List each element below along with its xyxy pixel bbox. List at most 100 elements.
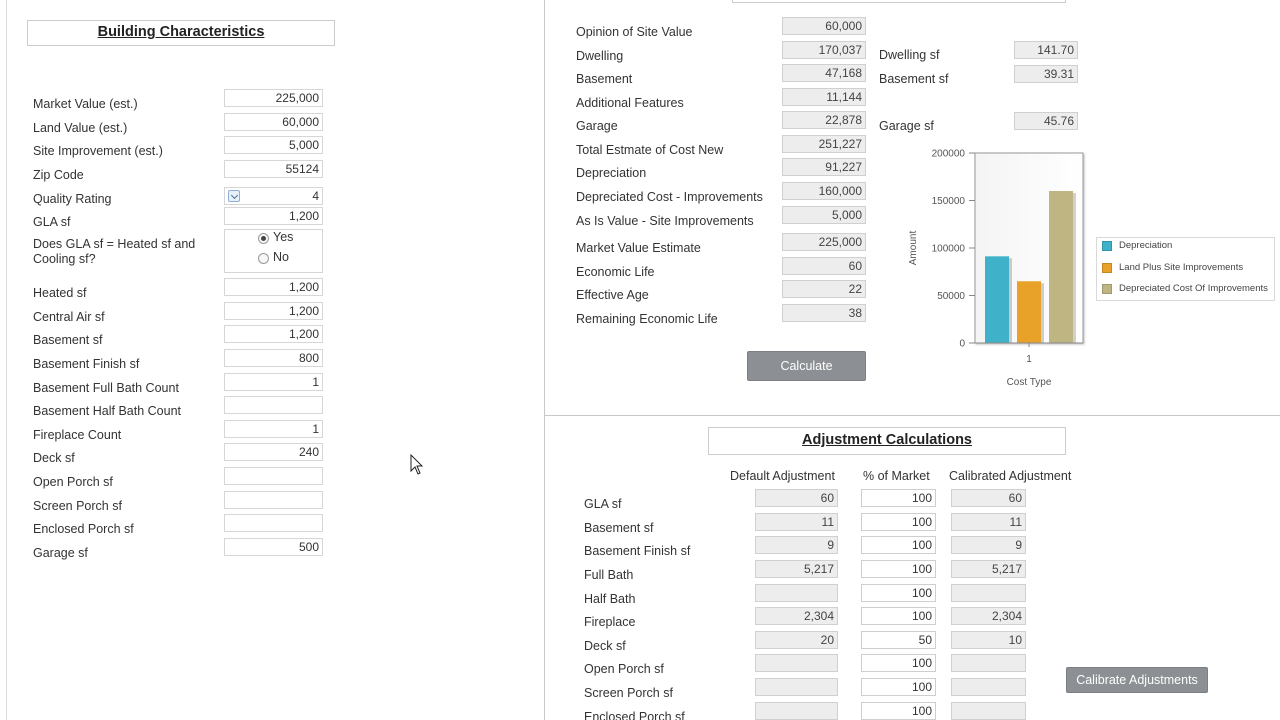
y-axis-label: Amount [908,231,919,266]
as-is-value-site-improvements-label: As Is Value - Site Improvements [576,214,754,228]
adj-open-porch-sf-pct-input[interactable]: 100 [861,654,936,672]
basement-half-bath-count-input[interactable] [224,396,323,414]
fireplace-count-label: Fireplace Count [33,428,122,442]
basement-sf-cost-label: Basement sf [879,72,949,86]
adj-basement-finish-sf-calibrated: 9 [951,536,1026,554]
adj-enclosed-porch-sf-label: Enclosed Porch sf [584,710,685,720]
as-is-value-site-improvements-value: 5,000 [782,206,866,224]
basement-sf-label: Basement sf [33,333,103,347]
depreciation-value: 91,227 [782,158,866,176]
radio-no[interactable] [258,253,269,264]
fireplace-count-input[interactable]: 1 [224,420,323,438]
screen-porch-sf-input[interactable] [224,491,323,509]
calibrate-adjustments-button[interactable]: Calibrate Adjustments [1066,667,1208,693]
market-value-est-input[interactable]: 225,000 [224,89,323,107]
legend-swatch-land-plus-site-improvements [1102,262,1112,273]
adj-deck-sf-label: Deck sf [584,639,626,653]
chart-legend [1096,237,1275,301]
opinion-of-site-value-value: 60,000 [782,17,866,35]
adj-basement-sf-default: 11 [755,513,838,531]
radio-yes-label: Yes [273,230,294,244]
dwelling-sf-cost-label: Dwelling sf [879,48,940,62]
adj-enclosed-porch-sf-default [755,702,838,720]
basement-finish-sf-label: Basement Finish sf [33,357,140,371]
adj-deck-sf-pct-input[interactable]: 50 [861,631,936,649]
radio-no-label: No [273,250,289,264]
bar-depreciated-cost-of-improvements [1049,191,1073,343]
radio-yes[interactable] [258,233,269,244]
depreciation-label: Depreciation [576,166,647,180]
enclosed-porch-sf-label: Enclosed Porch sf [33,522,134,536]
land-value-est-input[interactable]: 60,000 [224,113,323,131]
adj-full-bath-label: Full Bath [584,568,634,582]
chart-bars [985,191,1076,343]
adj-basement-finish-sf-label: Basement Finish sf [584,544,691,558]
legend-item-land-plus-site-improvements: Land Plus Site Improvements [1119,261,1244,273]
garage-sf-cost-label: Garage sf [879,119,934,133]
market-value-est-label: Market Value (est.) [33,97,138,111]
adj-fireplace-label: Fireplace [584,615,636,629]
adj-open-porch-sf-default [755,654,838,672]
adj-half-bath-label: Half Bath [584,592,636,606]
depreciated-cost-improvements-label: Depreciated Cost - Improvements [576,190,763,204]
adj-basement-sf-label: Basement sf [584,521,654,535]
depreciated-cost-improvements-value: 160,000 [782,182,866,200]
adj-screen-porch-sf-pct-input[interactable]: 100 [861,678,936,696]
basement-sf-cost-value: 39.31 [1014,65,1078,83]
adj-gla-sf-pct-input[interactable]: 100 [861,489,936,507]
effective-age-label: Effective Age [576,288,649,302]
adj-half-bath-pct-input[interactable]: 100 [861,584,936,602]
central-air-sf-label: Central Air sf [33,310,105,324]
basement-label: Basement [576,72,633,86]
opinion-of-site-value-label: Opinion of Site Value [576,25,693,39]
cost-section-title-stub [732,0,1066,3]
adj-basement-sf-pct-input[interactable]: 100 [861,513,936,531]
adj-basement-finish-sf-pct-input[interactable]: 100 [861,536,936,554]
enclosed-porch-sf-input[interactable] [224,514,323,532]
adj-full-bath-default: 5,217 [755,560,838,578]
additional-features-label: Additional Features [576,96,684,110]
screen-porch-sf-label: Screen Porch sf [33,499,122,513]
quality-rating-value: 4 [312,189,319,203]
adj-half-bath-calibrated [951,584,1026,602]
zip-code-input[interactable]: 55124 [224,160,323,178]
basement-full-bath-count-input[interactable]: 1 [224,373,323,391]
gla-sf-input[interactable]: 1,200 [224,207,323,225]
quality-rating-select[interactable]: 4 [224,187,323,205]
chevron-down-icon[interactable] [228,190,240,202]
y-axis-ticks: 200000 150000 100000 50000 0 [932,149,975,350]
y-tick-label: 0 [959,339,965,350]
y-tick-label: 50000 [937,291,965,302]
horizontal-divider [545,415,1280,416]
deck-sf-input[interactable]: 240 [224,443,323,461]
open-porch-sf-input[interactable] [224,467,323,485]
gla-sf-label: GLA sf [33,215,71,229]
building-characteristics-title: Building Characteristics [27,20,335,46]
adj-fireplace-calibrated: 2,304 [951,607,1026,625]
heated-sf-input[interactable]: 1,200 [224,278,323,296]
col-default-adjustment: Default Adjustment [730,469,835,483]
cost-chart: 200000 150000 100000 50000 0 1 Cost Type Amo… [908,149,1084,388]
adj-open-porch-sf-calibrated [951,654,1026,672]
additional-features-value: 11,144 [782,88,866,106]
market-value-estimate-value: 225,000 [782,233,866,251]
adj-enclosed-porch-sf-pct-input[interactable]: 100 [861,702,936,720]
central-air-sf-input[interactable]: 1,200 [224,302,323,320]
garage-sf-input[interactable]: 500 [224,538,323,556]
adjustment-calculations-title: Adjustment Calculations [708,427,1066,455]
site-improvement-est-input[interactable]: 5,000 [224,136,323,154]
basement-sf-input[interactable]: 1,200 [224,325,323,343]
adj-full-bath-pct-input[interactable]: 100 [861,560,936,578]
adj-gla-sf-default: 60 [755,489,838,507]
basement-finish-sf-input[interactable]: 800 [224,349,323,367]
adj-fireplace-pct-input[interactable]: 100 [861,607,936,625]
calculate-button[interactable]: Calculate [747,351,866,381]
adj-open-porch-sf-label: Open Porch sf [584,662,664,676]
market-value-estimate-label: Market Value Estimate [576,241,701,255]
basement-value: 47,168 [782,64,866,82]
y-tick-label: 150000 [932,196,966,207]
x-axis-label: Cost Type [1007,377,1052,388]
vertical-divider [544,0,545,720]
adj-basement-sf-calibrated: 11 [951,513,1026,531]
legend-swatch-depreciated-cost-of-improvements [1102,284,1112,294]
